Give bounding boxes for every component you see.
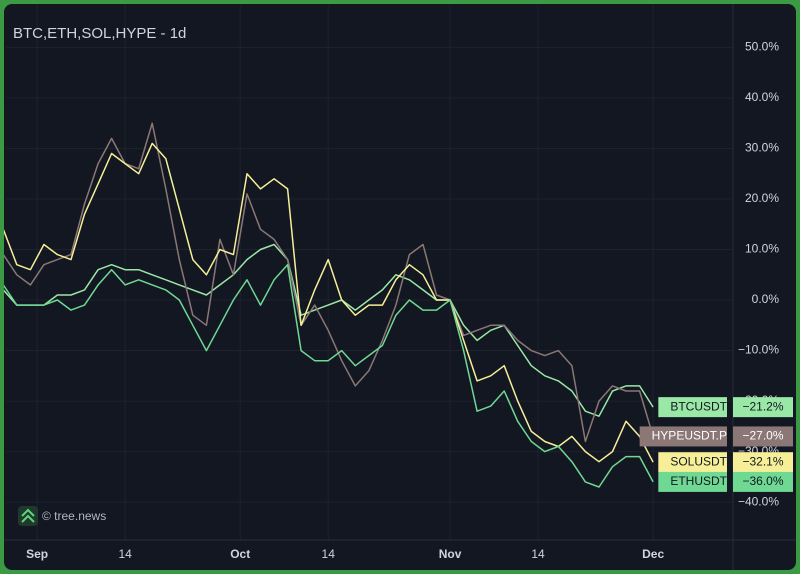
legend-label: BTCUSDT	[670, 399, 727, 413]
x-tick-label: 14	[531, 547, 545, 561]
legend-label: SOLUSDT	[670, 454, 727, 468]
legend-label: ETHUSDT	[670, 474, 727, 488]
watermark: © tree.news	[18, 506, 106, 526]
value-label-box	[733, 426, 793, 447]
last-value-label: ETHUSDT −36.0%	[658, 471, 793, 492]
legend-label: HYPEUSDT.P	[652, 429, 727, 443]
watermark-icon	[21, 508, 35, 523]
last-value-label: BTCUSDT −21.2%	[658, 397, 793, 418]
y-tick-label: 20.0%	[745, 191, 779, 205]
x-tick-label: 14	[322, 547, 336, 561]
series-line	[4, 263, 654, 488]
value-label-box	[733, 397, 793, 418]
legend-box	[639, 426, 727, 447]
y-tick-label: 30.0%	[745, 141, 779, 155]
y-tick-label: −40.0%	[738, 494, 779, 508]
x-tick-label: Sep	[26, 547, 48, 561]
last-value-label: SOLUSDT −32.1%	[658, 452, 793, 473]
value-label-box	[733, 471, 793, 492]
y-tick-label: 40.0%	[745, 90, 779, 104]
y-tick-label: 50.0%	[745, 40, 779, 54]
x-tick-label: Nov	[439, 547, 462, 561]
value-label-box	[733, 452, 793, 473]
y-tick-label: 0.0%	[752, 292, 780, 306]
series-line	[4, 243, 654, 417]
chart-title: BTC,ETH,SOL,HYPE - 1d	[13, 25, 186, 42]
x-tick-label: Oct	[230, 547, 250, 561]
watermark-text: © tree.news	[42, 509, 106, 523]
x-tick-label: 14	[118, 547, 132, 561]
chart-frame: BTC,ETH,SOL,HYPE - 1d © tree.news −40.0%…	[4, 4, 796, 570]
value-label: −21.2%	[742, 399, 783, 413]
legend-box	[658, 471, 727, 492]
last-value-label: HYPEUSDT.P −27.0%	[639, 426, 793, 447]
legend-box	[658, 452, 727, 473]
value-label: −36.0%	[742, 474, 783, 488]
chart: BTC,ETH,SOL,HYPE - 1d © tree.news −40.0%…	[4, 4, 796, 570]
series-line	[4, 142, 654, 463]
legend-box	[658, 397, 727, 418]
x-tick-label: Dec	[642, 547, 664, 561]
y-tick-label: 10.0%	[745, 242, 779, 256]
value-label: −32.1%	[742, 454, 783, 468]
y-tick-label: −10.0%	[738, 343, 779, 357]
series-line	[4, 122, 654, 443]
value-label: −27.0%	[742, 429, 783, 443]
